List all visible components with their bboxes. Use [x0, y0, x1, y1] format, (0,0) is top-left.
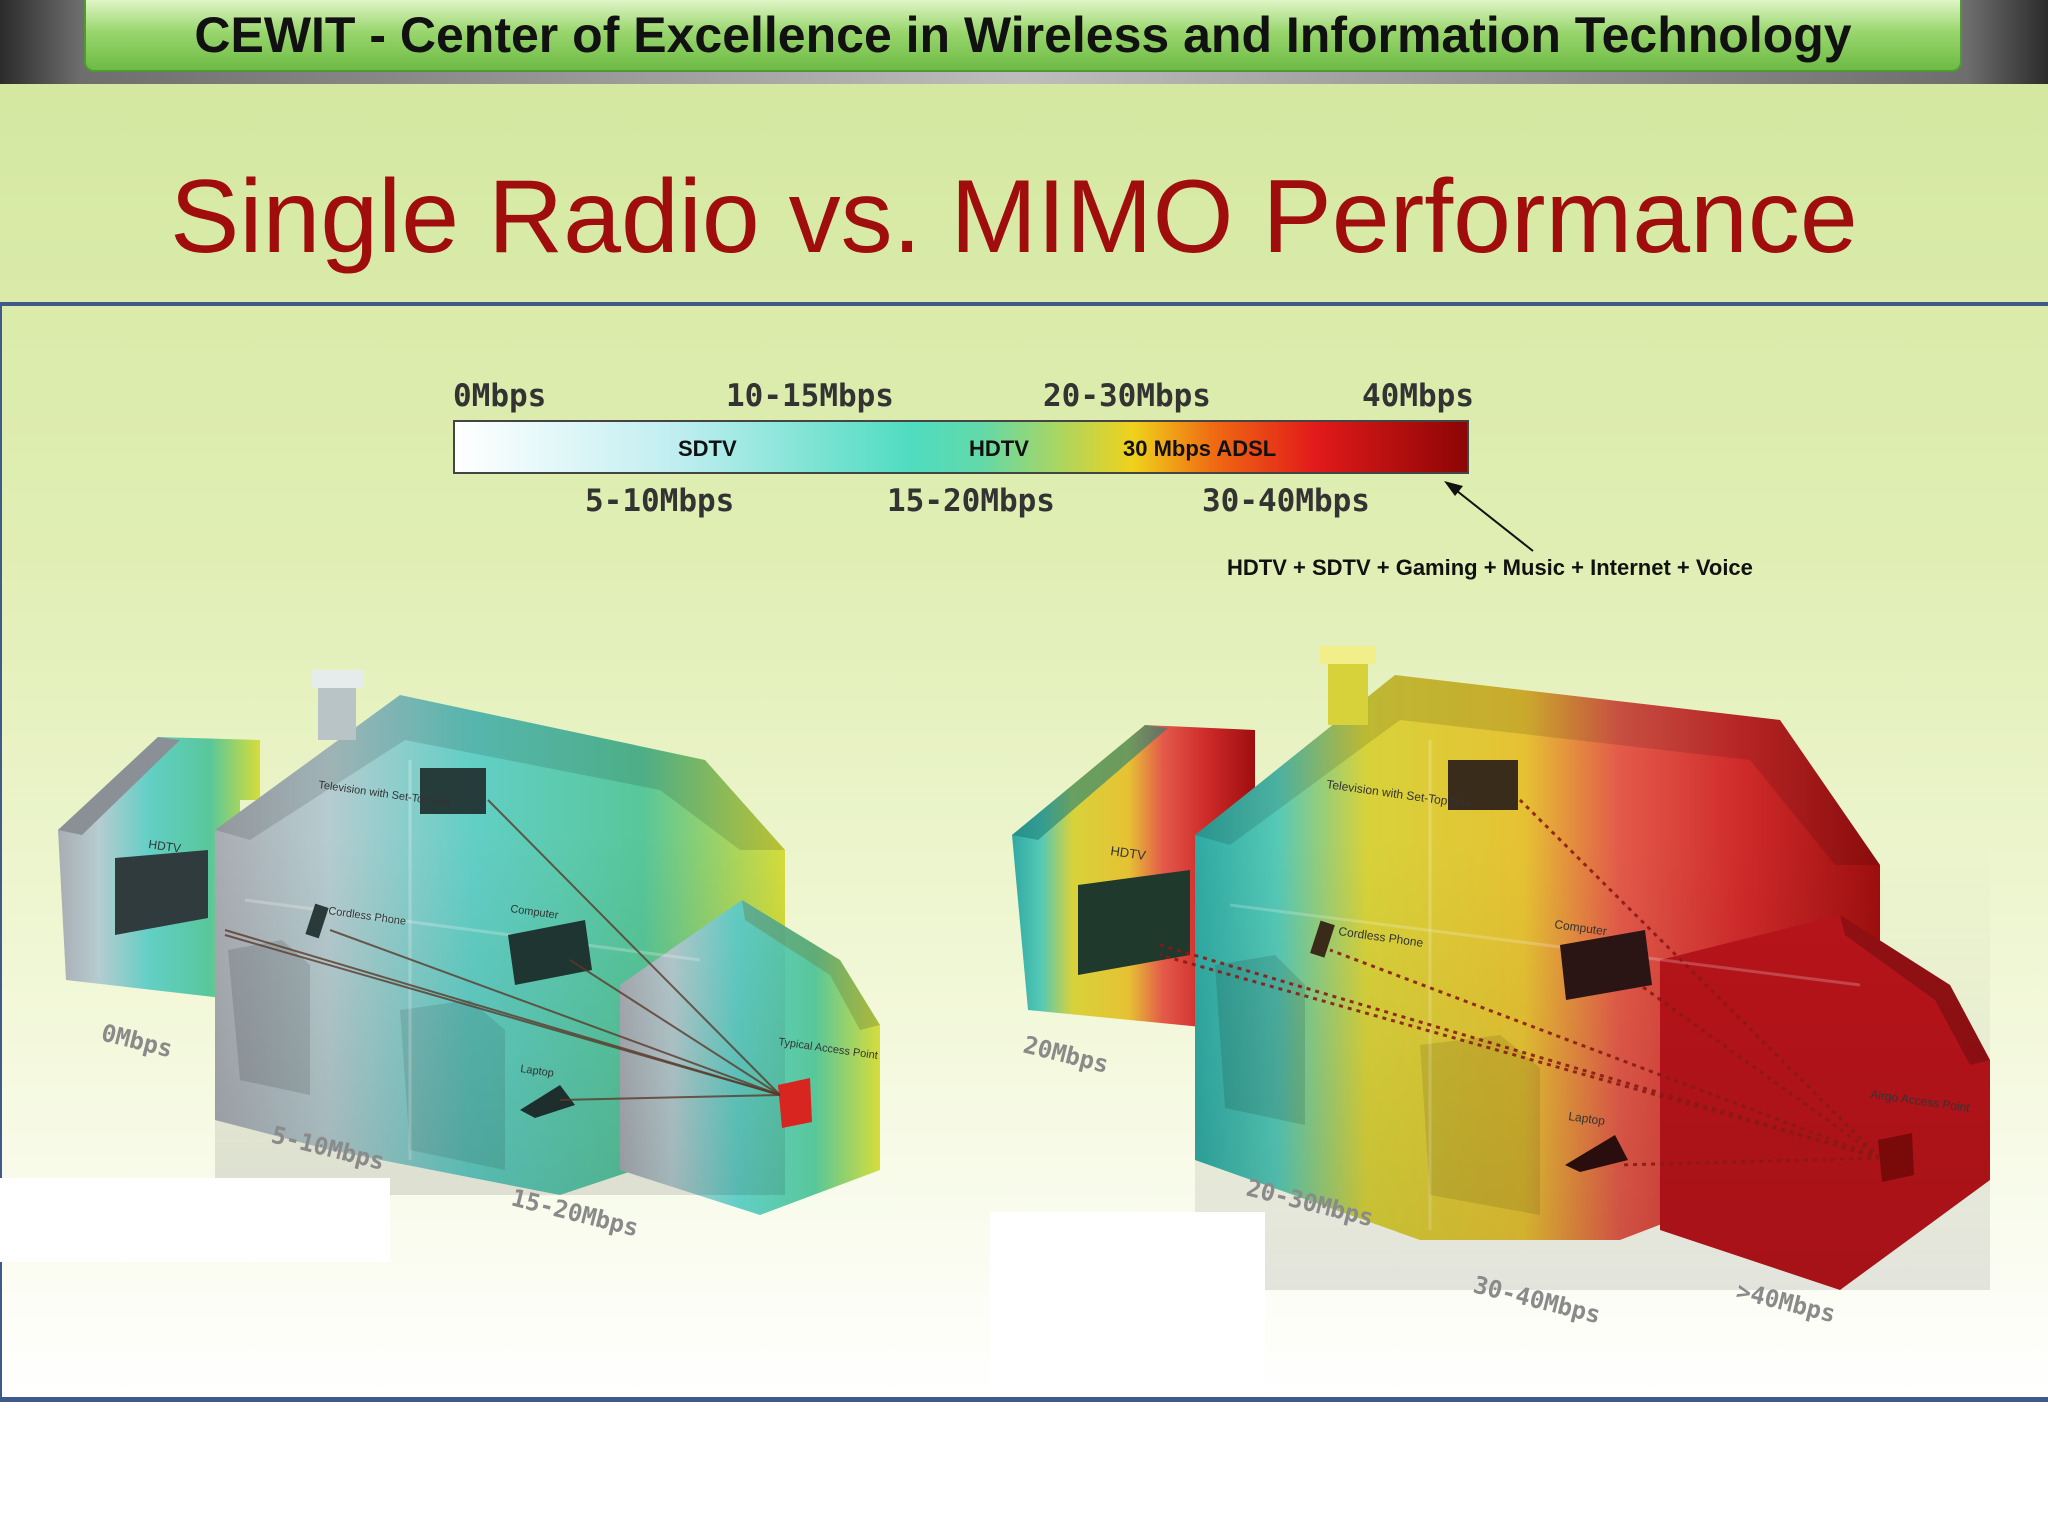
- top-rule: [0, 302, 2048, 306]
- left-frame-line: [0, 306, 2, 1397]
- device-label: Laptop: [1568, 1109, 1607, 1128]
- white-patch: [0, 1178, 390, 1262]
- scale-top-label: 0Mbps: [453, 378, 547, 414]
- scale-top-label: 20-30Mbps: [1043, 378, 1211, 414]
- mimo-house: HDTV Television with Set-Top Box Cordles…: [1012, 646, 1990, 1329]
- white-patch: [990, 1212, 1265, 1397]
- bandwidth-annotation: HDTV + SDTV + Gaming + Music + Internet …: [1227, 555, 1753, 580]
- zone-label: 20Mbps: [1021, 1031, 1112, 1079]
- scale-top-label: 10-15Mbps: [726, 378, 894, 414]
- scale-bottom-label: 5-10Mbps: [585, 483, 735, 519]
- single-radio-house: HDTV Television with Set-Top Box Cordles…: [58, 670, 880, 1242]
- slide-title: Single Radio vs. MIMO Performance: [170, 159, 1858, 275]
- throughput-gradient-bar: [453, 420, 1469, 474]
- header-banner: CEWIT - Center of Excellence in Wireless…: [84, 0, 1962, 72]
- banner-text: CEWIT - Center of Excellence in Wireless…: [194, 7, 1852, 63]
- device-label: HDTV: [148, 837, 182, 855]
- bottom-rule: [0, 1397, 2048, 1402]
- device-label: HDTV: [1110, 843, 1147, 863]
- zone-label: 0Mbps: [99, 1019, 176, 1064]
- device-label: Laptop: [520, 1063, 555, 1080]
- scale-bottom-label: 15-20Mbps: [887, 483, 1055, 519]
- annotation-arrow: [1444, 481, 1534, 552]
- bar-label-adsl: 30 Mbps ADSL: [1123, 436, 1277, 461]
- bar-label-hdtv: HDTV: [969, 436, 1029, 461]
- bar-label-sdtv: SDTV: [678, 436, 737, 461]
- scale-bottom-label: 30-40Mbps: [1202, 483, 1370, 519]
- scale-top-label: 40Mbps: [1362, 378, 1474, 414]
